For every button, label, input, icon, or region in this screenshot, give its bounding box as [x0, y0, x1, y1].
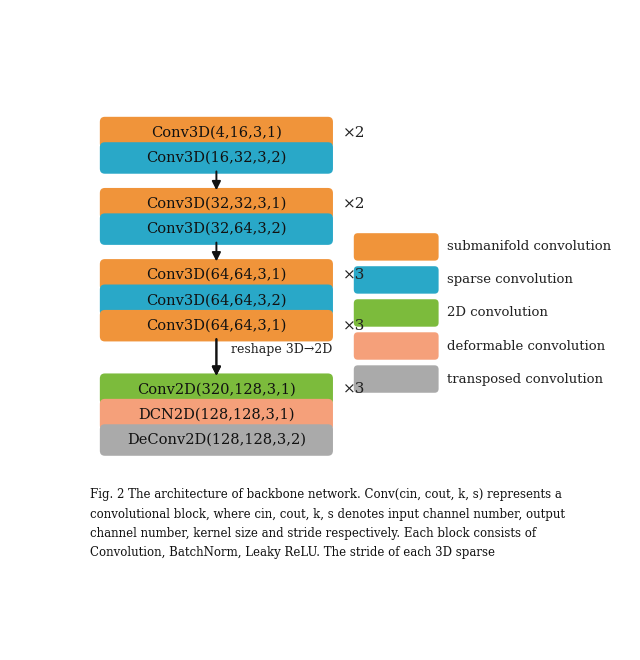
FancyBboxPatch shape	[354, 266, 438, 294]
Text: ×2: ×2	[343, 125, 365, 139]
FancyBboxPatch shape	[100, 259, 333, 290]
FancyBboxPatch shape	[100, 142, 333, 174]
FancyBboxPatch shape	[100, 310, 333, 341]
FancyBboxPatch shape	[100, 213, 333, 245]
Text: sparse convolution: sparse convolution	[447, 273, 573, 286]
FancyBboxPatch shape	[100, 188, 333, 220]
Text: Conv3D(4,16,3,1): Conv3D(4,16,3,1)	[151, 125, 282, 139]
Text: Convolution, BatchNorm, Leaky ReLU. The stride of each 3D sparse: Convolution, BatchNorm, Leaky ReLU. The …	[90, 546, 495, 559]
FancyBboxPatch shape	[354, 233, 438, 261]
Text: DeConv2D(128,128,3,2): DeConv2D(128,128,3,2)	[127, 433, 306, 447]
FancyBboxPatch shape	[100, 424, 333, 456]
Text: Conv3D(16,32,3,2): Conv3D(16,32,3,2)	[146, 151, 287, 165]
Text: Conv2D(320,128,3,1): Conv2D(320,128,3,1)	[137, 382, 296, 396]
Text: Conv3D(64,64,3,1): Conv3D(64,64,3,1)	[146, 268, 287, 282]
Text: 2D convolution: 2D convolution	[447, 306, 548, 319]
Text: ×3: ×3	[343, 319, 365, 333]
Text: Conv3D(64,64,3,1): Conv3D(64,64,3,1)	[146, 319, 287, 333]
Text: ×3: ×3	[343, 268, 365, 282]
FancyBboxPatch shape	[100, 399, 333, 430]
Text: Fig. 2 The architecture of backbone network. Conv(cin, cout, k, s) represents a: Fig. 2 The architecture of backbone netw…	[90, 488, 562, 502]
Text: Conv3D(64,64,3,2): Conv3D(64,64,3,2)	[146, 293, 287, 308]
Text: convolutional block, where cin, cout, k, s denotes input channel number, output: convolutional block, where cin, cout, k,…	[90, 508, 565, 521]
Text: Conv3D(32,64,3,2): Conv3D(32,64,3,2)	[146, 222, 287, 236]
FancyBboxPatch shape	[354, 366, 438, 393]
FancyBboxPatch shape	[354, 332, 438, 360]
Text: ×3: ×3	[343, 382, 365, 396]
FancyBboxPatch shape	[100, 284, 333, 316]
Text: Conv3D(32,32,3,1): Conv3D(32,32,3,1)	[146, 197, 287, 211]
FancyBboxPatch shape	[354, 299, 438, 327]
Text: transposed convolution: transposed convolution	[447, 372, 603, 385]
Text: submanifold convolution: submanifold convolution	[447, 240, 611, 253]
Text: channel number, kernel size and stride respectively. Each block consists of: channel number, kernel size and stride r…	[90, 527, 536, 540]
Text: ×2: ×2	[343, 197, 365, 211]
Text: reshape 3D→2D: reshape 3D→2D	[231, 343, 333, 356]
FancyBboxPatch shape	[100, 117, 333, 148]
FancyBboxPatch shape	[100, 374, 333, 405]
Text: deformable convolution: deformable convolution	[447, 339, 605, 352]
Text: DCN2D(128,128,3,1): DCN2D(128,128,3,1)	[138, 408, 294, 422]
